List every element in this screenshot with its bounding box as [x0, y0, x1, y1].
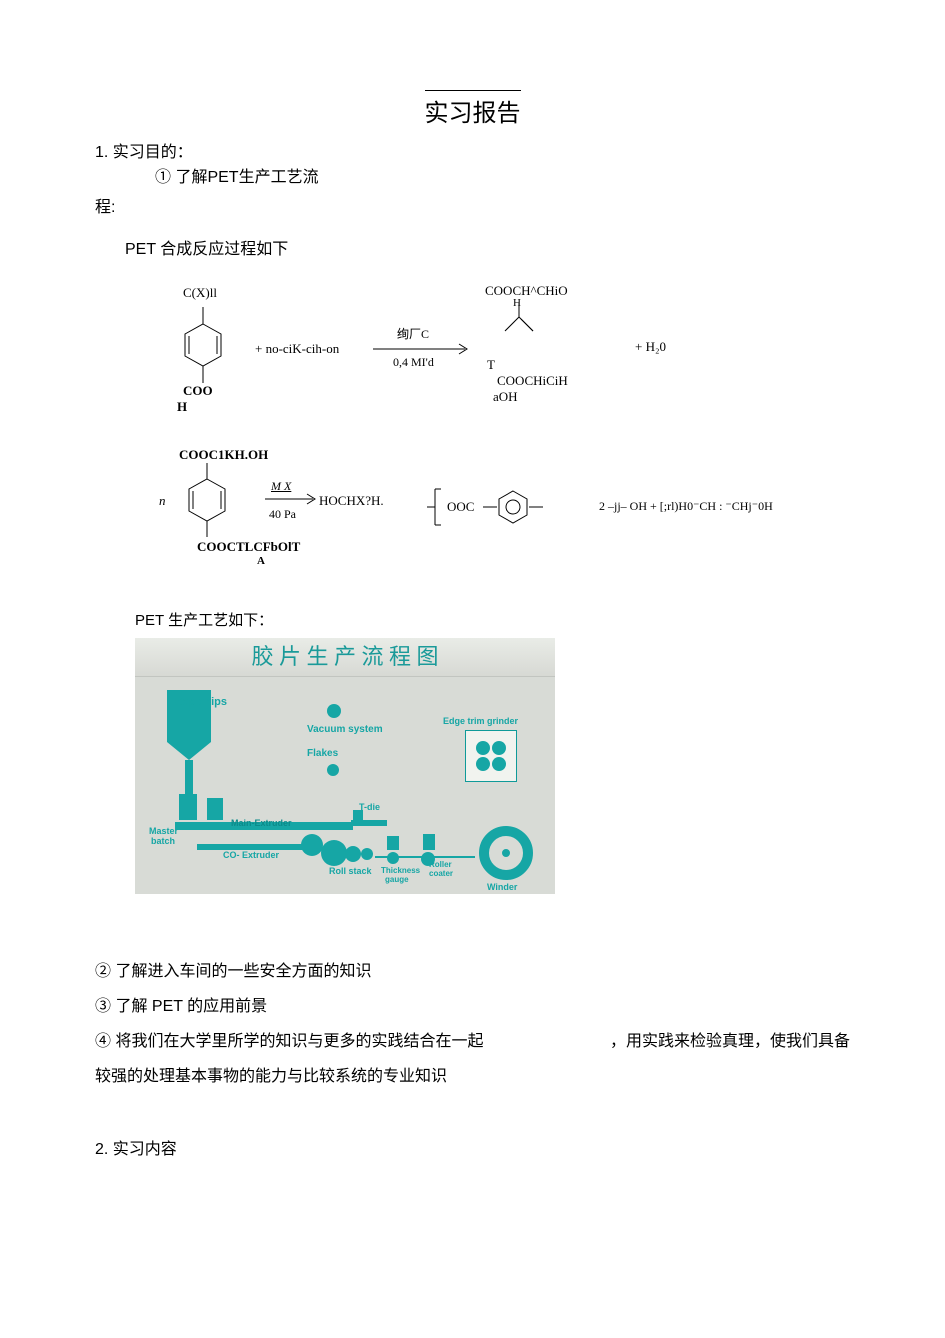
- chem-label: T: [487, 357, 495, 373]
- flakes-dot: [327, 764, 339, 776]
- section-2-heading: 2. 实习内容: [95, 1135, 850, 1159]
- tdie-bar: [351, 820, 387, 826]
- chem-label: aOH: [493, 389, 518, 405]
- thickness-block: [387, 836, 399, 850]
- fc-label: Ssp chips: [175, 696, 227, 708]
- roll: [345, 846, 361, 862]
- chem-label: C(X)ll: [183, 285, 217, 301]
- roll: [321, 840, 347, 866]
- chem-label: COO: [183, 383, 213, 399]
- chem-label: COOC1KH.OH: [179, 447, 268, 463]
- fc-label: Main-Extruder: [231, 818, 292, 828]
- flowchart-image: 胶 片 生 产 流 程 图 Ssp chips Vacuum system Fl…: [135, 638, 555, 894]
- fc-label: Edge trim grinder: [443, 716, 518, 726]
- fc-label: Winder: [487, 882, 517, 892]
- fc-label: gauge: [385, 875, 409, 884]
- pet-synthesis-line: PET 合成反应过程如下: [125, 235, 850, 259]
- chem-label: OOC: [447, 499, 474, 515]
- small-hopper2: [207, 798, 223, 820]
- pet-process-caption: PET 生产工艺如下：: [135, 609, 850, 630]
- fc-label: T-die: [359, 802, 380, 812]
- chem-label: A: [257, 555, 265, 567]
- roll: [361, 848, 373, 860]
- small-hopper: [179, 794, 197, 820]
- item-2: ② 了解进入车间的一些安全方面的知识: [95, 954, 850, 989]
- chem-label: M X: [271, 479, 291, 494]
- coater-block: [423, 834, 435, 850]
- item-1-cont: 程:: [95, 193, 850, 217]
- item-4-tail: ，用实践来检验真理，使我们具备: [610, 1024, 850, 1059]
- chem-label: COOCHiCiH: [497, 373, 568, 389]
- chem-label: COOCH^CHiO: [485, 283, 568, 299]
- title-text: 实习报告: [425, 90, 521, 128]
- document-page: 实习报告 1. 实习目的： ① 了解PET生产工艺流 程: PET 合成反应过程…: [0, 0, 945, 1219]
- chem-label: 40 Pa: [269, 507, 296, 522]
- chem-label: H: [177, 399, 187, 415]
- chem-label: + no-ciK-cih-on: [255, 341, 339, 357]
- page-title: 实习报告: [95, 90, 850, 128]
- chem-label: 绚厂C: [397, 325, 429, 342]
- flowchart-title: 胶 片 生 产 流 程 图: [135, 638, 555, 677]
- chem-label: n: [159, 493, 166, 509]
- item-4-line1: ④ 将我们在大学里所学的知识与更多的实践结合在一起 ，用实践来检验真理，使我们具…: [95, 1024, 850, 1059]
- chem-label: 0,4 MI'd: [393, 355, 434, 370]
- web-line: [375, 856, 475, 858]
- hopper-cone: [167, 742, 211, 760]
- vacuum-dot: [327, 704, 341, 718]
- hopper-pipe: [185, 760, 193, 794]
- chem-label: HOCHX?H.: [319, 493, 384, 509]
- chem-label: COOCTLCFbOlT: [197, 539, 300, 555]
- item-1-line1: ① 了解PET生产工艺流: [155, 164, 850, 193]
- fc-label: Roll stack: [329, 866, 372, 876]
- section-1-heading: 1. 实习目的：: [95, 138, 850, 162]
- item-4-line2: 较强的处理基本事物的能力与比较系统的专业知识: [95, 1059, 850, 1094]
- item-4-lead: ④ 将我们在大学里所学的知识与更多的实践结合在一起: [95, 1024, 483, 1059]
- chem-label: H: [513, 297, 521, 309]
- fc-label: batch: [151, 836, 175, 846]
- thickness-roll: [387, 852, 399, 864]
- fc-label: Master: [149, 826, 178, 836]
- chem-label: + H₂0: [635, 339, 666, 355]
- item-3: ③ 了解 PET 的应用前景: [95, 989, 850, 1024]
- fc-label: CO- Extruder: [223, 850, 279, 860]
- fc-label: Roller: [429, 860, 452, 869]
- chem-label: 2 –jj– OH + [;rl)H0⁻CH : ⁻CHj⁻0H: [599, 499, 773, 514]
- winder-roll: [479, 826, 533, 880]
- edge-trim-box: [465, 730, 517, 782]
- fc-label: Vacuum system: [307, 724, 383, 735]
- chemical-reaction-diagram: C(X)ll COO H + no-ciK-cih-on 绚厂C 0,4 MI'…: [135, 279, 850, 599]
- fc-label: coater: [429, 869, 453, 878]
- item-list: ② 了解进入车间的一些安全方面的知识 ③ 了解 PET 的应用前景 ④ 将我们在…: [95, 954, 850, 1095]
- roll: [301, 834, 323, 856]
- fc-label: Flakes: [307, 748, 338, 759]
- fc-label: Thickness: [381, 866, 420, 875]
